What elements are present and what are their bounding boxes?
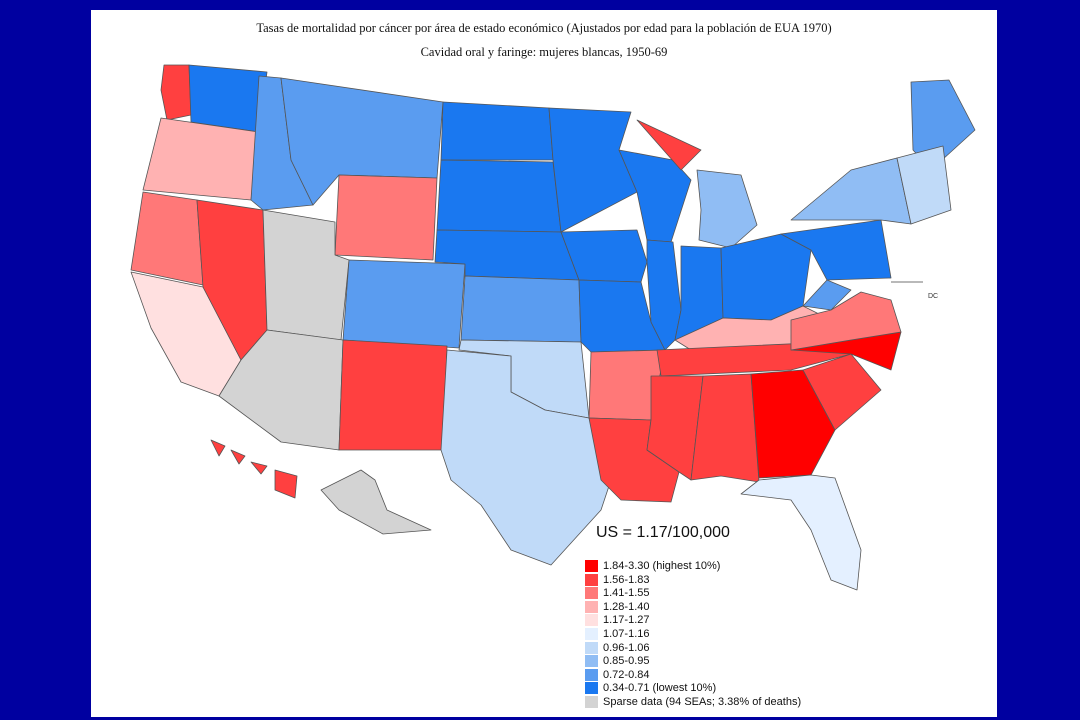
region-pennsylvania — [780, 219, 892, 281]
region-washington-east — [188, 64, 268, 133]
legend-swatch — [585, 587, 598, 600]
region-illinois — [646, 239, 682, 351]
region-hawaii — [210, 439, 298, 499]
legend-label: 1.56-1.83 — [603, 573, 650, 586]
legend-label: 0.34-0.71 (lowest 10%) — [603, 682, 717, 695]
legend-swatch — [585, 614, 598, 627]
legend-swatch — [585, 573, 598, 586]
region-iowa — [560, 229, 648, 283]
region-wyoming — [334, 174, 438, 261]
region-west-virginia — [802, 279, 852, 311]
legend-swatch — [585, 628, 598, 640]
region-kansas — [460, 275, 582, 343]
region-washington-coast — [160, 64, 192, 121]
region-california-north — [130, 191, 204, 286]
region-michigan-lower — [696, 169, 758, 249]
region-minnesota — [548, 107, 638, 233]
region-south-dakota — [436, 159, 562, 233]
legend-swatch — [585, 641, 598, 654]
region-oregon — [142, 117, 260, 201]
region-alaska — [320, 469, 432, 535]
dc-label: DC — [928, 293, 938, 300]
legend-label: 0.96-1.06 — [603, 641, 650, 654]
region-florida — [740, 474, 862, 591]
region-maine — [910, 79, 976, 171]
legend-swatch — [585, 560, 598, 572]
region-colorado — [342, 259, 466, 349]
legend-label: 0.85-0.95 — [603, 655, 650, 668]
legend-swatch — [585, 655, 598, 668]
legend-swatch — [585, 696, 598, 708]
legend-swatch — [585, 600, 598, 613]
region-georgia — [750, 369, 836, 479]
map-subtitle: Cavidad oral y faringe: mujeres blancas,… — [420, 45, 668, 59]
region-new-england — [896, 145, 952, 225]
legend-label: Sparse data (94 SEAs; 3.38% of deaths) — [603, 696, 802, 708]
region-north-dakota — [440, 101, 554, 161]
region-ohio — [720, 233, 812, 321]
choropleth-map: DC — [130, 64, 976, 591]
legend: US = 1.17/100,000 1.84-3.30 (highest 10%… — [585, 524, 905, 714]
legend-swatch — [585, 668, 598, 681]
map-title: Tasas de mortalidad por cáncer por área … — [256, 21, 832, 35]
legend-label: 0.72-0.84 — [603, 668, 650, 681]
legend-heading: US = 1.17/100,000 — [596, 524, 730, 541]
legend-label: 1.07-1.16 — [603, 628, 650, 640]
region-alabama — [690, 373, 760, 483]
region-michigan-upper — [636, 119, 702, 171]
figure-panel: Tasas de mortalidad por cáncer por área … — [91, 10, 997, 717]
legend-label: 1.84-3.30 (highest 10%) — [603, 560, 721, 572]
region-texas — [440, 349, 622, 566]
region-virginia — [790, 291, 902, 351]
region-south-carolina — [802, 353, 882, 431]
region-new-mexico — [338, 339, 448, 451]
legend-label: 1.17-1.27 — [603, 614, 650, 627]
legend-label: 1.41-1.55 — [603, 587, 650, 600]
legend-swatch — [585, 682, 598, 695]
region-new-york — [790, 157, 912, 225]
legend-label: 1.28-1.40 — [603, 600, 650, 613]
